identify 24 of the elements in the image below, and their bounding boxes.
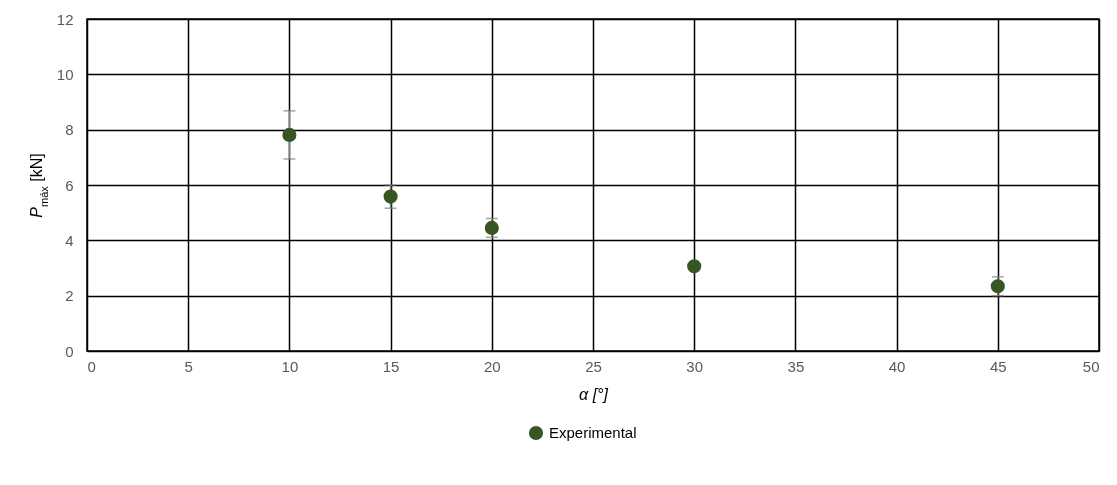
y-tick-label: 12 [56,10,74,28]
x-tick-label: 10 [281,357,299,375]
y-tick-label: 8 [65,121,74,139]
x-tick-label: 25 [585,357,602,375]
y-tick-label: 6 [65,176,74,194]
x-tick-label: 5 [184,357,193,375]
x-tick-label: 50 [1082,357,1100,375]
y-tick-label: 4 [65,231,74,249]
point [282,127,297,142]
x-tick-label: 0 [87,357,96,375]
x-tick-label: 15 [382,357,400,375]
point [687,259,702,274]
x-axis-title: α [°] [579,385,609,403]
y-tick-label: 2 [65,287,74,305]
legend-label: Experimental [549,424,637,441]
x-tick-label: 30 [686,357,704,375]
x-tick-label: 40 [888,357,906,375]
y-tick-label: 0 [65,342,74,360]
point [484,220,499,235]
x-tick-label: 35 [787,357,805,375]
y-tick-label: 10 [56,65,74,83]
x-tick-label: 45 [989,357,1007,375]
point [383,189,398,204]
x-tick-label: 20 [483,357,501,375]
